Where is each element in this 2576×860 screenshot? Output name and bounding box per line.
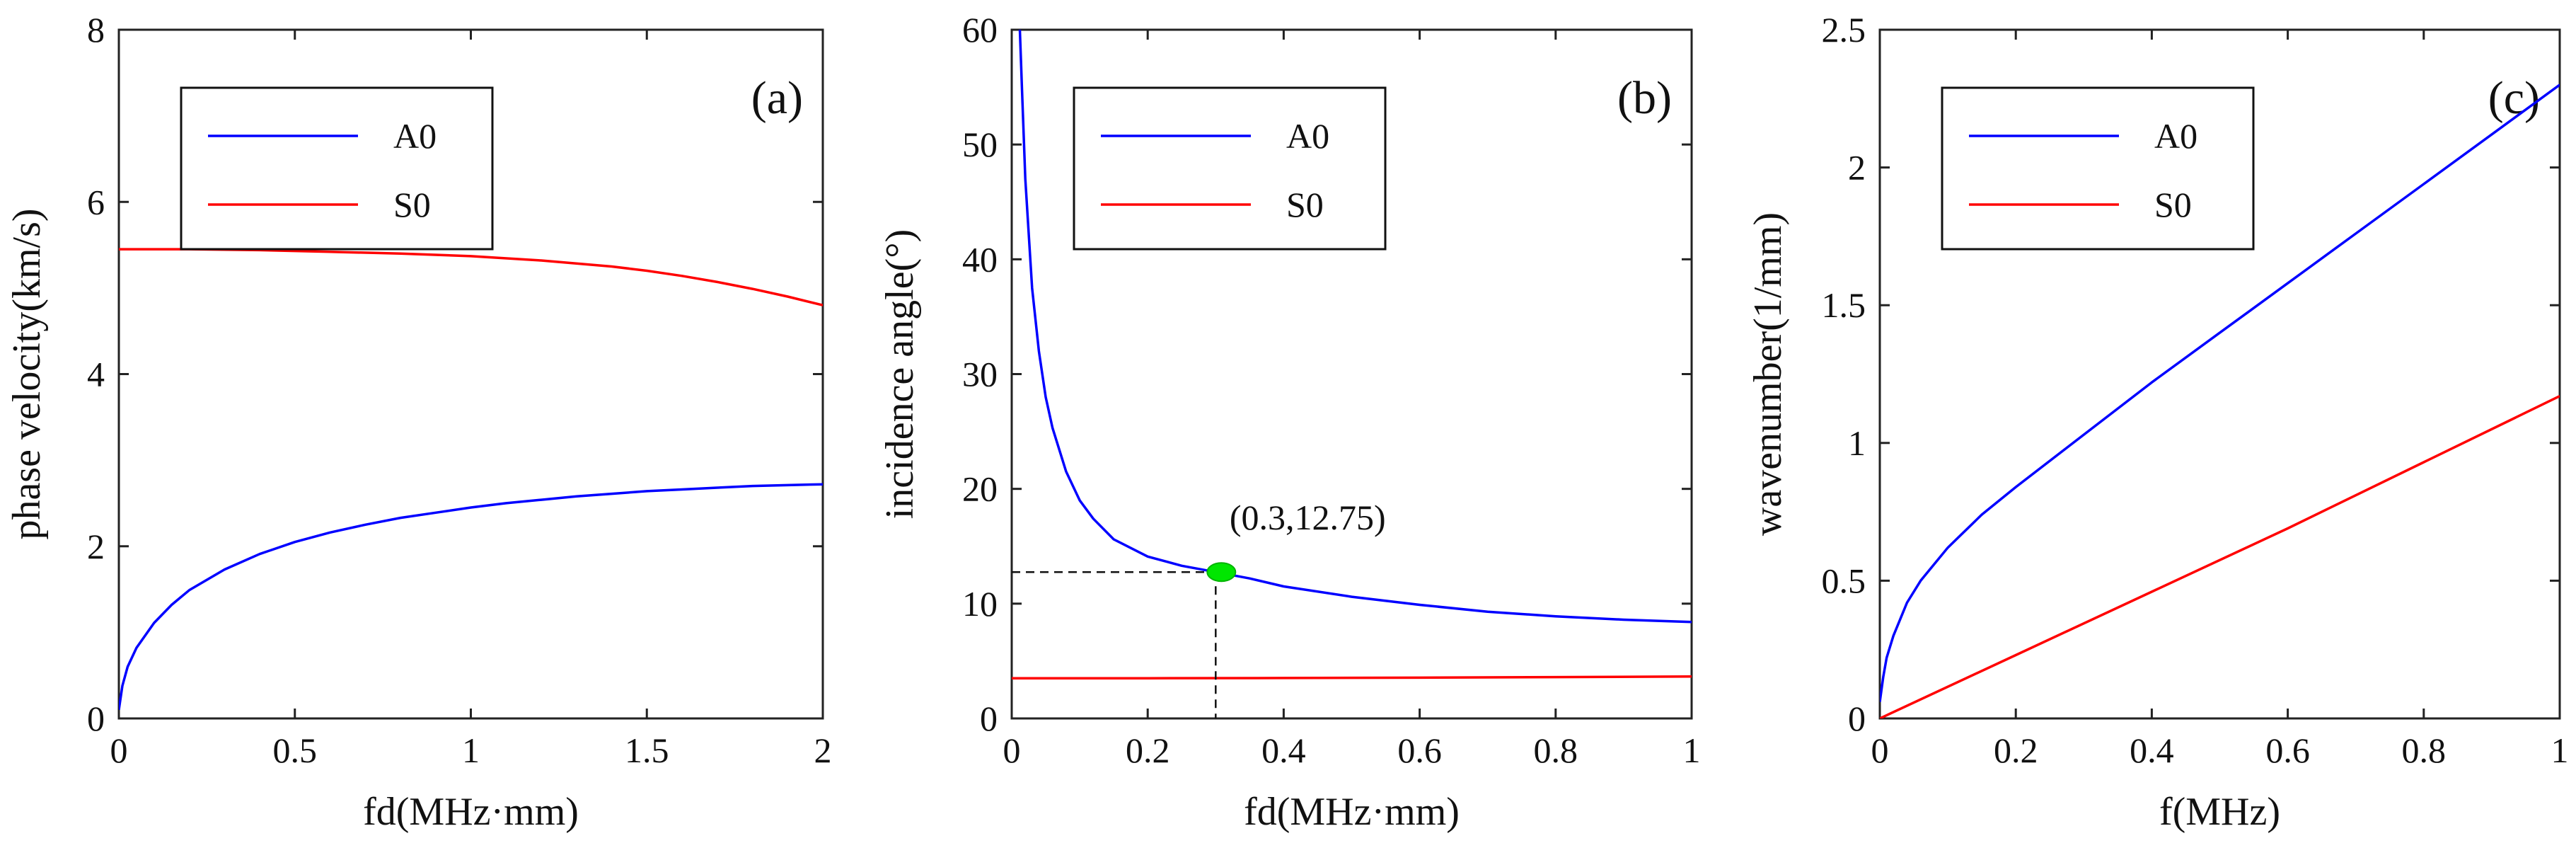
x-tick-label: 0.6 (2265, 730, 2310, 770)
x-tick-label: 1 (462, 730, 480, 770)
panel-label: (a) (751, 72, 803, 124)
y-tick-label: 6 (87, 182, 105, 222)
series-line-s0 (1880, 395, 2560, 718)
x-tick-label: 0.8 (1534, 730, 1578, 770)
legend-box (1941, 86, 2255, 251)
legend-label-a0: A0 (1286, 116, 1329, 156)
x-tick-label: 2 (814, 730, 832, 770)
y-tick-label: 0 (980, 699, 998, 738)
x-tick-label: 0.8 (2402, 730, 2447, 770)
x-tick-label: 0.2 (1994, 730, 2038, 770)
series-line-a0 (1018, 30, 1692, 624)
legend-box (180, 86, 494, 251)
legend-box (1073, 86, 1387, 251)
legend-label-s0: S0 (1286, 185, 1324, 224)
y-tick-label: 20 (962, 469, 998, 509)
x-tick-label: 0.5 (273, 730, 318, 770)
panel-label: (c) (2488, 72, 2540, 124)
y-tick-label: 2.5 (1822, 10, 1866, 50)
panel-label: (b) (1617, 72, 1672, 124)
y-tick-label: 0 (87, 699, 105, 738)
chart-panel-1: 0 0.5 1 1.5 2 0 2 4 6 8 fd(MHz·mm) phase velocity(k… (5, 10, 832, 834)
y-axis-label: phase velocity(km/s) (5, 208, 49, 539)
x-axis-label: f(MHz) (2159, 790, 2280, 834)
y-tick-label: 40 (962, 239, 998, 279)
y-tick-label: 4 (87, 355, 105, 394)
legend-label-a0: A0 (393, 116, 437, 156)
series-line-s0 (119, 248, 823, 306)
y-tick-label: 2 (87, 527, 105, 566)
legend-label-s0: S0 (2154, 185, 2192, 224)
x-tick-label: 0.4 (1261, 730, 1306, 770)
legend: A0 S0 (1941, 86, 2255, 251)
chart-panel-2: 0 0.2 0.4 0.6 0.8 10102030405060fd(MHz·mm)inc… (878, 10, 1701, 834)
x-tick-label: 0 (1871, 730, 1889, 770)
series-line-a0 (1880, 84, 2560, 702)
x-axis-label: fd(MHz·mm) (363, 790, 579, 834)
y-tick-label: 2 (1848, 148, 1866, 188)
y-tick-label: 1 (1848, 423, 1866, 463)
y-axis-label: incidence angle(°) (878, 229, 922, 520)
x-tick-label: 0.4 (2130, 730, 2174, 770)
x-tick-label: 0.2 (1126, 730, 1170, 770)
y-tick-label: 10 (962, 584, 998, 624)
y-tick-label: 60 (962, 10, 998, 50)
y-tick-label: 0 (1848, 699, 1866, 738)
y-tick-label: 8 (87, 10, 105, 50)
x-tick-label: 1 (1683, 730, 1701, 770)
series-line-s0 (1012, 675, 1692, 680)
legend: A0 S0 (180, 86, 494, 251)
plot-area-frame (1878, 28, 2561, 720)
x-tick-label: 0 (1003, 730, 1021, 770)
legend-label-a0: A0 (2154, 116, 2197, 156)
legend: A0 S0 (1073, 86, 1387, 251)
y-axis-label: wavenumber(1/mm) (1746, 212, 1790, 536)
y-tick-label: 1.5 (1822, 285, 1866, 325)
x-axis-label: fd(MHz·mm) (1244, 790, 1460, 834)
x-tick-label: 0.6 (1397, 730, 1442, 770)
y-tick-label: 30 (962, 355, 998, 394)
highlight-marker (1206, 562, 1237, 583)
x-tick-label: 1.5 (625, 730, 669, 770)
y-tick-label: 50 (962, 125, 998, 164)
chart-panel-3: 0 0.2 0.4 0.6 0.8 1 0 0.5 1 1.5 2 2.5 f(MHz) wavenumb… (1746, 10, 2569, 834)
legend-label-s0: S0 (393, 185, 431, 224)
annotation-label: (0.3,12.75) (1230, 498, 1386, 537)
x-tick-label: 1 (2551, 730, 2569, 770)
y-tick-label: 0.5 (1822, 561, 1866, 600)
series-line-a0 (119, 483, 823, 711)
x-tick-label: 0 (110, 730, 128, 770)
